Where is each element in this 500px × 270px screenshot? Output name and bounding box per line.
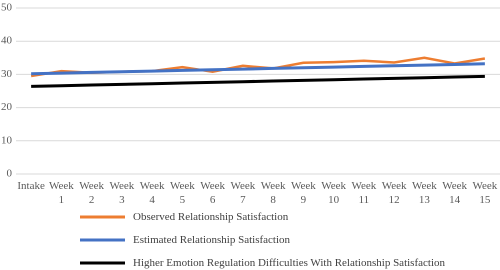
x-tick-label: Week 2 [79, 180, 105, 206]
y-tick-label: 0 [7, 168, 13, 180]
x-tick-label: Week 5 [169, 180, 195, 206]
series-line [31, 74, 485, 88]
x-tick-label: Week 10 [321, 180, 347, 206]
y-tick-label: 40 [1, 35, 13, 47]
x-tick-label: Week 1 [48, 180, 74, 206]
legend-label: Observed Relationship Satisfaction [133, 211, 289, 223]
legend-label: Higher Emotion Regulation Difficulties W… [133, 257, 445, 269]
x-tick-label: Intake [17, 180, 45, 192]
x-tick-label: Week 7 [230, 180, 256, 206]
x-tick-label: Week 11 [351, 180, 377, 206]
legend-label: Estimated Relationship Satisfaction [133, 234, 291, 246]
x-tick-label: Week 14 [442, 180, 468, 206]
y-tick-label: 50 [1, 2, 13, 14]
x-tick-label: Week 12 [381, 180, 407, 206]
x-tick-label: Week 4 [139, 180, 165, 206]
x-tick-label: Week 9 [290, 180, 316, 206]
series-line [31, 62, 485, 76]
y-tick-label: 20 [1, 101, 13, 113]
x-tick-label: Week 3 [109, 180, 135, 206]
x-tick-label: Week 8 [260, 180, 286, 206]
x-tick-label: Week 6 [200, 180, 226, 206]
x-tick-label: Week 15 [472, 180, 498, 206]
y-tick-label: 10 [1, 134, 13, 146]
x-tick-label: Week 13 [411, 180, 437, 206]
y-tick-label: 30 [1, 68, 13, 80]
